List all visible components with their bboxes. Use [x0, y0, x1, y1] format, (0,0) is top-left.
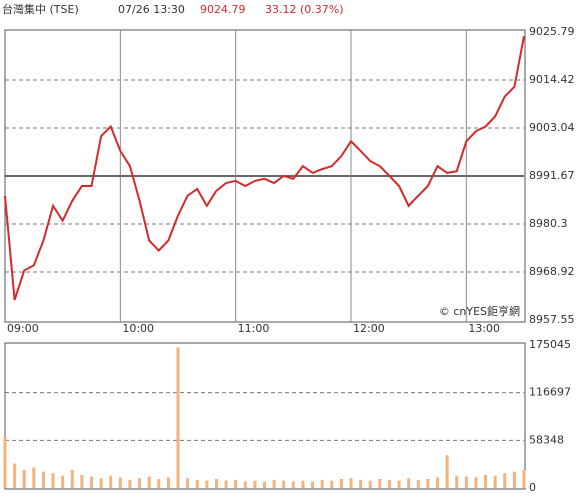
volume-bar: [349, 478, 353, 488]
volume-bar: [147, 476, 151, 488]
volume-bar: [263, 481, 266, 488]
volume-bar: [272, 479, 276, 488]
price-line: [4, 36, 525, 301]
volume-bar: [253, 480, 257, 488]
volume-bar: [32, 467, 36, 488]
index-name: 台灣集中 (TSE): [2, 2, 79, 16]
y-tick-label: 9003.04: [529, 121, 575, 134]
y-tick-label: 9014.42: [529, 73, 575, 86]
volume-bar: [118, 477, 122, 488]
volume-bar: [407, 478, 411, 488]
volume-bar: [243, 481, 247, 488]
volume-bar: [61, 475, 65, 488]
price-change: 33.12 (0.37%): [265, 3, 344, 16]
volume-bar: [464, 476, 468, 488]
volume-bar: [22, 470, 26, 488]
x-tick-label: 09:00: [7, 322, 39, 335]
volume-bar: [397, 480, 401, 488]
quote-time: 07/26 13:30: [118, 3, 185, 16]
volume-bar: [90, 476, 93, 488]
volume-bar: [484, 474, 488, 488]
volume-bar: [186, 478, 190, 488]
volume-bar: [99, 478, 103, 488]
volume-bar: [282, 480, 286, 488]
volume-bar: [368, 480, 372, 488]
y-tick-label: 8980.3: [529, 217, 568, 230]
x-tick-label: 13:00: [468, 322, 500, 335]
y-tick-label: 8957.55: [529, 313, 575, 326]
volume-bar: [224, 480, 228, 488]
volume-bar: [378, 479, 382, 488]
x-tick-label: 10:00: [122, 322, 154, 335]
volume-bar: [493, 475, 497, 488]
volume-bar: [128, 479, 132, 488]
y-tick-label: 9025.79: [529, 25, 575, 38]
volume-bar: [416, 479, 420, 488]
volume-bar: [41, 471, 45, 488]
volume-bar: [138, 478, 142, 488]
watermark: © cnYES鉅亨網: [439, 304, 520, 318]
x-tick-label: 12:00: [353, 322, 385, 335]
volume-bar: [445, 455, 449, 488]
volume-bar: [512, 471, 516, 488]
volume-bar: [330, 480, 334, 488]
volume-bar: [320, 479, 324, 488]
volume-bar: [70, 470, 74, 488]
volume-bar: [109, 475, 113, 488]
volume-bar: [176, 347, 180, 488]
volume-bar: [13, 463, 17, 488]
volume-bar: [436, 477, 439, 488]
volume-bar: [157, 479, 161, 488]
volume-bar: [522, 470, 526, 488]
volume-frame: [4, 342, 526, 490]
y-tick-label: 8991.67: [529, 169, 575, 182]
volume-bar: [339, 479, 343, 488]
volume-bar: [195, 479, 199, 488]
volume-bar: [455, 475, 459, 488]
volume-bar: [51, 473, 55, 488]
y-tick-label: 58348: [529, 433, 564, 446]
volume-bar: [311, 481, 315, 488]
volume-bar: [387, 479, 391, 488]
volume-bar: [3, 437, 7, 488]
y-tick-label: 0: [529, 481, 536, 494]
volume-bar: [205, 480, 209, 488]
volume-bar: [426, 479, 430, 488]
volume-bar: [301, 480, 305, 488]
volume-bar: [503, 473, 507, 488]
last-price: 9024.79: [200, 3, 246, 16]
volume-bar: [359, 479, 363, 488]
volume-bar: [474, 477, 478, 488]
volume-bar: [234, 479, 238, 488]
y-tick-label: 175045: [529, 338, 571, 351]
x-tick-label: 11:00: [238, 322, 270, 335]
y-tick-label: 116697: [529, 386, 571, 399]
volume-bar: [80, 474, 84, 488]
volume-bar: [166, 477, 170, 488]
y-tick-label: 8968.92: [529, 265, 575, 278]
volume-bar: [214, 479, 218, 488]
volume-bar: [291, 481, 295, 488]
